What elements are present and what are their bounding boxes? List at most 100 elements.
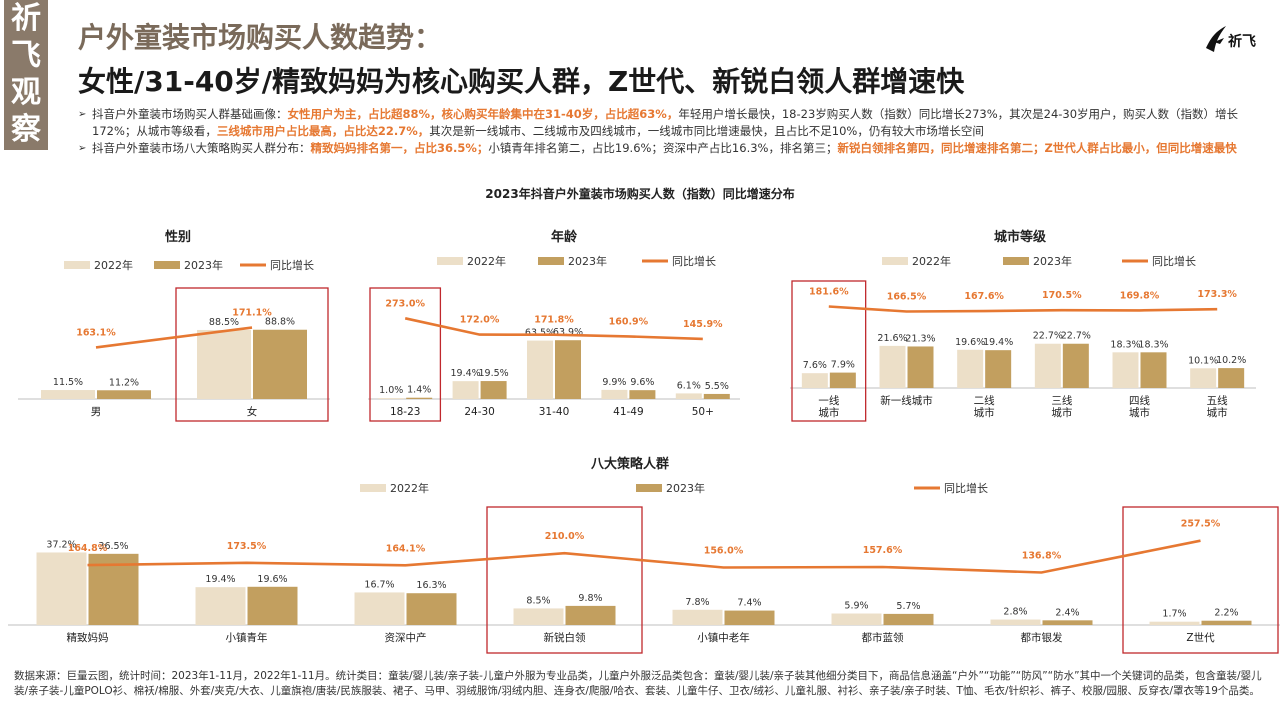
legend-swatch [437, 257, 463, 265]
bar-2023 [907, 346, 934, 388]
legend-label: 同比增长 [672, 254, 716, 268]
category-label: 新锐白领 [544, 631, 586, 644]
category-label: 二线 [974, 394, 995, 407]
brand-logo-icon [1206, 26, 1226, 52]
highlight-text: 三线城市用户占比最高，占比达22.7%， [216, 124, 430, 138]
growth-label: 173.3% [1197, 289, 1237, 300]
legend-swatch [882, 257, 908, 265]
legend-swatch [538, 257, 564, 265]
legend-label: 2022年 [912, 254, 951, 268]
data-label-2022: 21.6% [877, 333, 907, 344]
highlight-box [369, 287, 442, 422]
data-label-2022: 1.0% [379, 385, 403, 396]
data-label-2023: 7.4% [737, 598, 761, 609]
bar-2022 [1034, 343, 1061, 388]
growth-label: 163.1% [76, 327, 116, 338]
legend-swatch [636, 484, 662, 492]
highlight-box [791, 280, 867, 422]
data-label-2023: 2.2% [1214, 608, 1238, 619]
bar-2022 [1149, 621, 1200, 625]
category-label: 一线 [818, 394, 839, 407]
bar-2023 [97, 390, 151, 399]
bar-2023 [883, 613, 934, 625]
data-label-2023: 10.2% [1216, 355, 1246, 366]
growth-label: 210.0% [545, 531, 585, 542]
bar-2023 [1062, 343, 1089, 388]
bar-2023 [1140, 352, 1167, 388]
bar-2023 [253, 329, 307, 399]
data-label-2023: 5.7% [896, 601, 920, 612]
brand-stamp: 祈 飞 观 察 [4, 0, 48, 150]
growth-label: 173.5% [227, 541, 267, 552]
bar-2022 [36, 552, 87, 625]
growth-label: 160.9% [609, 316, 649, 327]
bar-2022 [41, 390, 95, 399]
highlight-text: 新锐白领排名第四，同比增速排名第二；Z世代人群占比最小，但同比增速最快 [837, 141, 1237, 155]
data-label-2022: 8.5% [526, 595, 550, 606]
stamp-char: 飞 [11, 38, 41, 73]
summary-text: 抖音户外童装市场八大策略购买人群分布： [92, 141, 311, 155]
legend-swatch [154, 261, 180, 269]
category-label: 18-23 [390, 406, 421, 418]
summary-text: 年轻用户增长最快，18-23岁购买人数（指数）同比增长273%，其次是24-30… [92, 107, 1239, 138]
bar-2023 [480, 381, 507, 399]
category-label: 城市 [818, 406, 839, 419]
bar-2022 [1112, 352, 1139, 388]
bar-2022 [1190, 368, 1217, 388]
growth-label: 257.5% [1181, 519, 1221, 530]
growth-label: 166.5% [887, 292, 927, 303]
data-label-2023: 18.3% [1138, 339, 1168, 350]
bar-2022 [195, 587, 246, 625]
data-source-note: 数据来源：巨量云图，统计时间：2023年1-11月，2022年1-11月。统计类… [14, 670, 1262, 697]
data-label-2022: 9.9% [602, 377, 626, 388]
data-label-2023: 2.4% [1055, 607, 1079, 618]
growth-label: 171.1% [232, 308, 272, 319]
bar-2022 [601, 389, 628, 399]
legend-label: 同比增长 [270, 258, 314, 272]
data-label-2023: 11.2% [109, 377, 139, 388]
growth-label: 172.0% [460, 315, 500, 326]
category-label: 男 [91, 406, 102, 418]
data-label-2023: 63.9% [553, 327, 583, 338]
data-label-2023: 36.5% [98, 541, 128, 552]
data-label-2022: 2.8% [1003, 607, 1027, 618]
growth-label: 169.8% [1120, 290, 1160, 301]
growth-label: 164.1% [386, 543, 426, 554]
bar-2022 [831, 613, 882, 625]
bar-2022 [672, 609, 723, 625]
legend-label: 2023年 [568, 254, 607, 268]
summary-bullet: 抖音户外童装市场八大策略购买人群分布：精致妈妈排名第一，占比36.5%；小镇青年… [78, 140, 1258, 157]
data-label-2023: 19.5% [479, 368, 509, 379]
data-label-2022: 5.9% [844, 600, 868, 611]
bar-2023 [1042, 620, 1093, 625]
data-label-2022: 11.5% [53, 377, 83, 388]
category-label: 24-30 [464, 406, 495, 418]
summary-bullet: 抖音户外童装市场购买人群基础画像：女性用户为主，占比超88%，核心购买年龄集中在… [78, 106, 1258, 140]
growth-label: 164.8% [68, 543, 108, 554]
data-label-2022: 22.7% [1033, 331, 1063, 342]
summary-text: 小镇青年排名第二，占比19.6%；资深中产占比16.3%，排名第三； [488, 141, 838, 155]
category-label: 资深中产 [385, 631, 427, 644]
category-label: 小镇青年 [226, 631, 268, 644]
summary-text: 抖音户外童装市场购买人群基础画像： [92, 107, 288, 121]
bar-2023 [629, 390, 656, 399]
data-label-2023: 19.6% [257, 574, 287, 585]
panel-title: 八大策略人群 [590, 456, 669, 472]
highlight-text: 女性用户为主，占比超88%，核心购买年龄集中在31-40岁，占比超63%， [287, 107, 679, 121]
stamp-char: 祈 [11, 1, 41, 36]
data-label-2023: 22.7% [1061, 331, 1091, 342]
legend-label: 2023年 [666, 481, 705, 495]
bar-2023 [1201, 620, 1252, 625]
data-label-2022: 10.1% [1188, 355, 1218, 366]
data-label-2022: 88.5% [209, 317, 239, 328]
growth-label: 170.5% [1042, 290, 1082, 301]
bar-2023 [406, 593, 457, 625]
summary-bullets: 抖音户外童装市场购买人群基础画像：女性用户为主，占比超88%，核心购买年龄集中在… [78, 106, 1258, 157]
legend-label: 2022年 [390, 481, 429, 495]
stamp-char: 观 [11, 75, 41, 110]
page-subtitle: 女性/31-40岁/精致妈妈为核心购买人群，Z世代、新锐白领人群增速快 [78, 65, 965, 98]
category-label: 新一线城市 [880, 394, 933, 407]
data-label-2023: 1.4% [407, 385, 431, 396]
bar-2023 [406, 397, 433, 399]
